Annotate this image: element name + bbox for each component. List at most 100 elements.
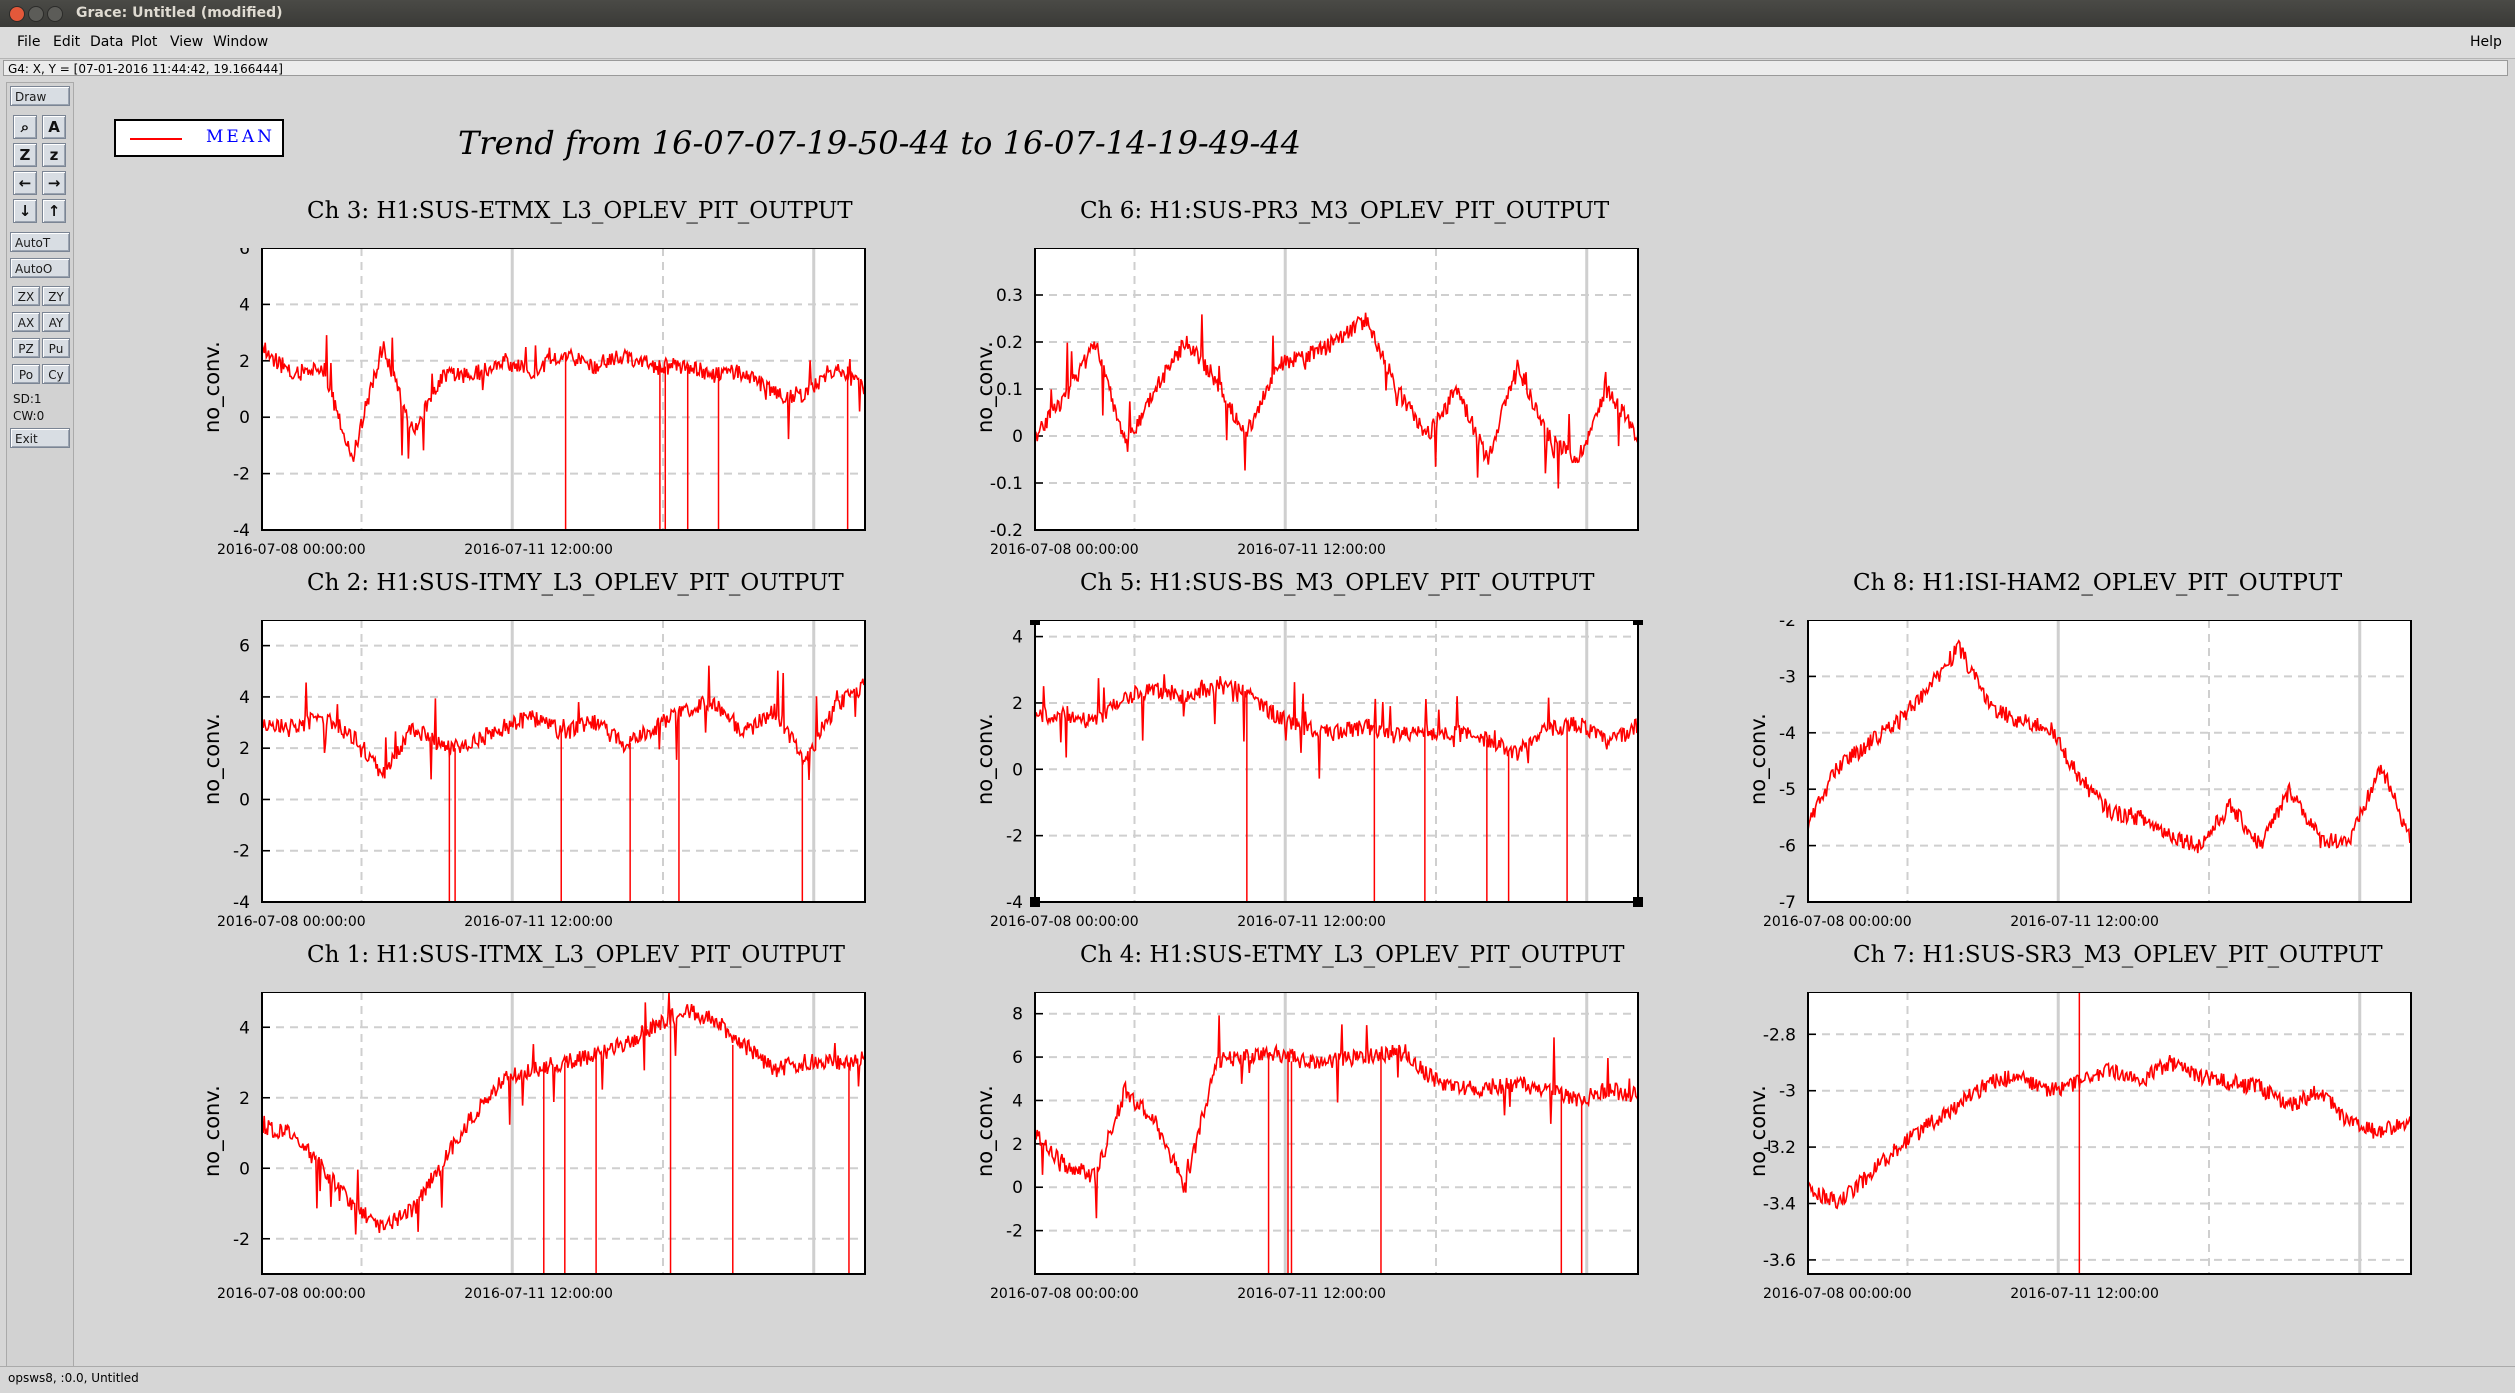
y-tick-label: 6 <box>239 248 250 259</box>
po-button[interactable]: Po <box>12 364 40 384</box>
plot-title: Ch 3: H1:SUS-ETMX_L3_OPLEV_PIT_OUTPUT <box>307 198 853 224</box>
zoom-icon[interactable]: ⌕ <box>13 115 37 139</box>
zy-button[interactable]: ZY <box>42 286 70 306</box>
x-tick-label: 2016-07-11 12:00:00 <box>464 914 613 930</box>
plot-svg: -4 -2 0 2 4 6 2016-07-08 00:00:00 2016-07-11 12… <box>217 248 866 558</box>
tool-panel: Draw ⌕ A Z z ← → ↓ ↑ AutoT AutoO ZX ZY A… <box>6 82 74 1367</box>
x-tick-label: 2016-07-11 12:00:00 <box>1237 1286 1386 1302</box>
plot-frame <box>1807 620 2412 903</box>
x-tick-label: 2016-07-11 12:00:00 <box>464 1286 613 1302</box>
plot-title: Ch 5: H1:SUS-BS_M3_OPLEV_PIT_OUTPUT <box>1080 570 1595 596</box>
pan-right-icon[interactable]: → <box>42 171 66 195</box>
y-tick-label: -4 <box>1779 724 1796 744</box>
y-tick-label: 8 <box>1012 1005 1023 1025</box>
menu-data[interactable]: Data <box>90 34 124 50</box>
y-tick-label: -7 <box>1779 893 1796 913</box>
minimize-window-button[interactable] <box>28 6 44 22</box>
sd-label: SD:1 <box>13 392 42 406</box>
plot-svg: -2 0 2 4 6 8 2016-07-08 00:00:00 2016-07-11 12:… <box>990 992 1639 1302</box>
window-titlebar: Grace: Untitled (modified) <box>0 0 2515 27</box>
menu-view[interactable]: View <box>170 34 204 50</box>
plot-svg: -4 -2 0 2 4 6 2016-07-08 00:00:00 2016-07-11 12… <box>217 620 866 930</box>
y-tick-label: 2 <box>1012 694 1023 714</box>
y-tick-label: 0.3 <box>996 286 1023 306</box>
x-tick-label: 2016-07-08 00:00:00 <box>217 914 366 930</box>
legend-box[interactable]: MEAN <box>114 119 284 157</box>
plot-title: Ch 4: H1:SUS-ETMY_L3_OPLEV_PIT_OUTPUT <box>1080 942 1625 968</box>
plot-title: Ch 8: H1:ISI-HAM2_OPLEV_PIT_OUTPUT <box>1853 570 2343 596</box>
x-tick-label: 2016-07-11 12:00:00 <box>2010 914 2159 930</box>
plot-frame <box>261 992 866 1275</box>
y-tick-label: 0.2 <box>996 333 1023 353</box>
maximize-window-button[interactable] <box>47 6 63 22</box>
legend-line-swatch <box>130 138 182 140</box>
pan-up-icon[interactable]: ↑ <box>42 199 66 223</box>
menu-bar: File Edit Data Plot View Window Help <box>0 27 2515 59</box>
y-tick-label: -3 <box>1779 667 1796 687</box>
plot-frame <box>261 620 866 903</box>
y-tick-label: -6 <box>1779 837 1796 857</box>
locator-display: G4: X, Y = [07-01-2016 11:44:42, 19.1664… <box>3 60 2508 76</box>
main-title: Trend from 16-07-07-19-50-44 to 16-07-14… <box>458 124 1301 162</box>
ax-button[interactable]: AX <box>12 312 40 332</box>
y-tick-label: -3.4 <box>1763 1195 1796 1215</box>
ay-button[interactable]: AY <box>42 312 70 332</box>
menu-file[interactable]: File <box>17 34 41 50</box>
autot-button[interactable]: AutoT <box>10 232 70 252</box>
series-line-mean <box>1034 312 1639 489</box>
plot-area <box>262 992 865 1274</box>
y-tick-label: -4 <box>1006 893 1023 913</box>
menu-help[interactable]: Help <box>2470 34 2502 50</box>
series-line-mean <box>261 335 866 462</box>
cw-label: CW:0 <box>13 409 45 423</box>
plot-area <box>1035 620 1638 902</box>
pu-button[interactable]: Pu <box>42 338 70 358</box>
series-line-mean <box>1807 1054 2412 1210</box>
zoom-y-icon[interactable]: z <box>42 143 66 167</box>
y-tick-label: -0.1 <box>990 474 1023 494</box>
autoo-button[interactable]: AutoO <box>10 258 70 278</box>
selection-handle <box>1030 897 1040 907</box>
window-title: Grace: Untitled (modified) <box>76 5 283 21</box>
plot-area <box>1808 620 2411 902</box>
y-tick-label: -2 <box>233 842 250 862</box>
plot-area <box>1035 992 1638 1274</box>
y-tick-label: 4 <box>239 688 250 708</box>
y-tick-label: -4 <box>233 521 250 541</box>
x-tick-label: 2016-07-11 12:00:00 <box>2010 1286 2159 1302</box>
selection-handle <box>1633 620 1643 625</box>
status-bar: opsws8, :0.0, Untitled <box>0 1366 2515 1393</box>
pz-button[interactable]: PZ <box>12 338 40 358</box>
y-tick-label: -2 <box>1006 1222 1023 1242</box>
plot-title: Ch 7: H1:SUS-SR3_M3_OPLEV_PIT_OUTPUT <box>1853 942 2383 968</box>
y-tick-label: 6 <box>1012 1048 1023 1068</box>
cy-button[interactable]: Cy <box>42 364 70 384</box>
y-tick-label: 2 <box>239 1089 250 1109</box>
y-tick-label: 0 <box>1012 760 1023 780</box>
y-tick-label: 0 <box>239 790 250 810</box>
zoom-x-icon[interactable]: Z <box>13 143 37 167</box>
series-line-mean <box>261 992 866 1235</box>
zx-button[interactable]: ZX <box>12 286 40 306</box>
x-tick-label: 2016-07-08 00:00:00 <box>990 542 1139 558</box>
pan-down-icon[interactable]: ↓ <box>13 199 37 223</box>
y-tick-label: 2 <box>239 352 250 372</box>
x-tick-label: 2016-07-08 00:00:00 <box>1763 914 1912 930</box>
draw-button[interactable]: Draw <box>10 86 70 106</box>
y-tick-label: -3.6 <box>1763 1251 1796 1271</box>
close-window-button[interactable] <box>9 6 25 22</box>
pan-left-icon[interactable]: ← <box>13 171 37 195</box>
plot-frame <box>1034 992 1639 1275</box>
menu-edit[interactable]: Edit <box>53 34 81 50</box>
y-tick-label: -3 <box>1779 1082 1796 1102</box>
y-tick-label: 0 <box>1012 427 1023 447</box>
y-tick-label: -3.2 <box>1763 1138 1796 1158</box>
menu-plot[interactable]: Plot <box>131 34 158 50</box>
exit-button[interactable]: Exit <box>10 428 70 448</box>
plot-title: Ch 1: H1:SUS-ITMX_L3_OPLEV_PIT_OUTPUT <box>307 942 845 968</box>
menu-window[interactable]: Window <box>213 34 269 50</box>
autoscale-icon[interactable]: A <box>42 115 66 139</box>
x-tick-label: 2016-07-08 00:00:00 <box>990 1286 1139 1302</box>
y-tick-label: 4 <box>239 1018 250 1038</box>
x-tick-label: 2016-07-11 12:00:00 <box>1237 914 1386 930</box>
